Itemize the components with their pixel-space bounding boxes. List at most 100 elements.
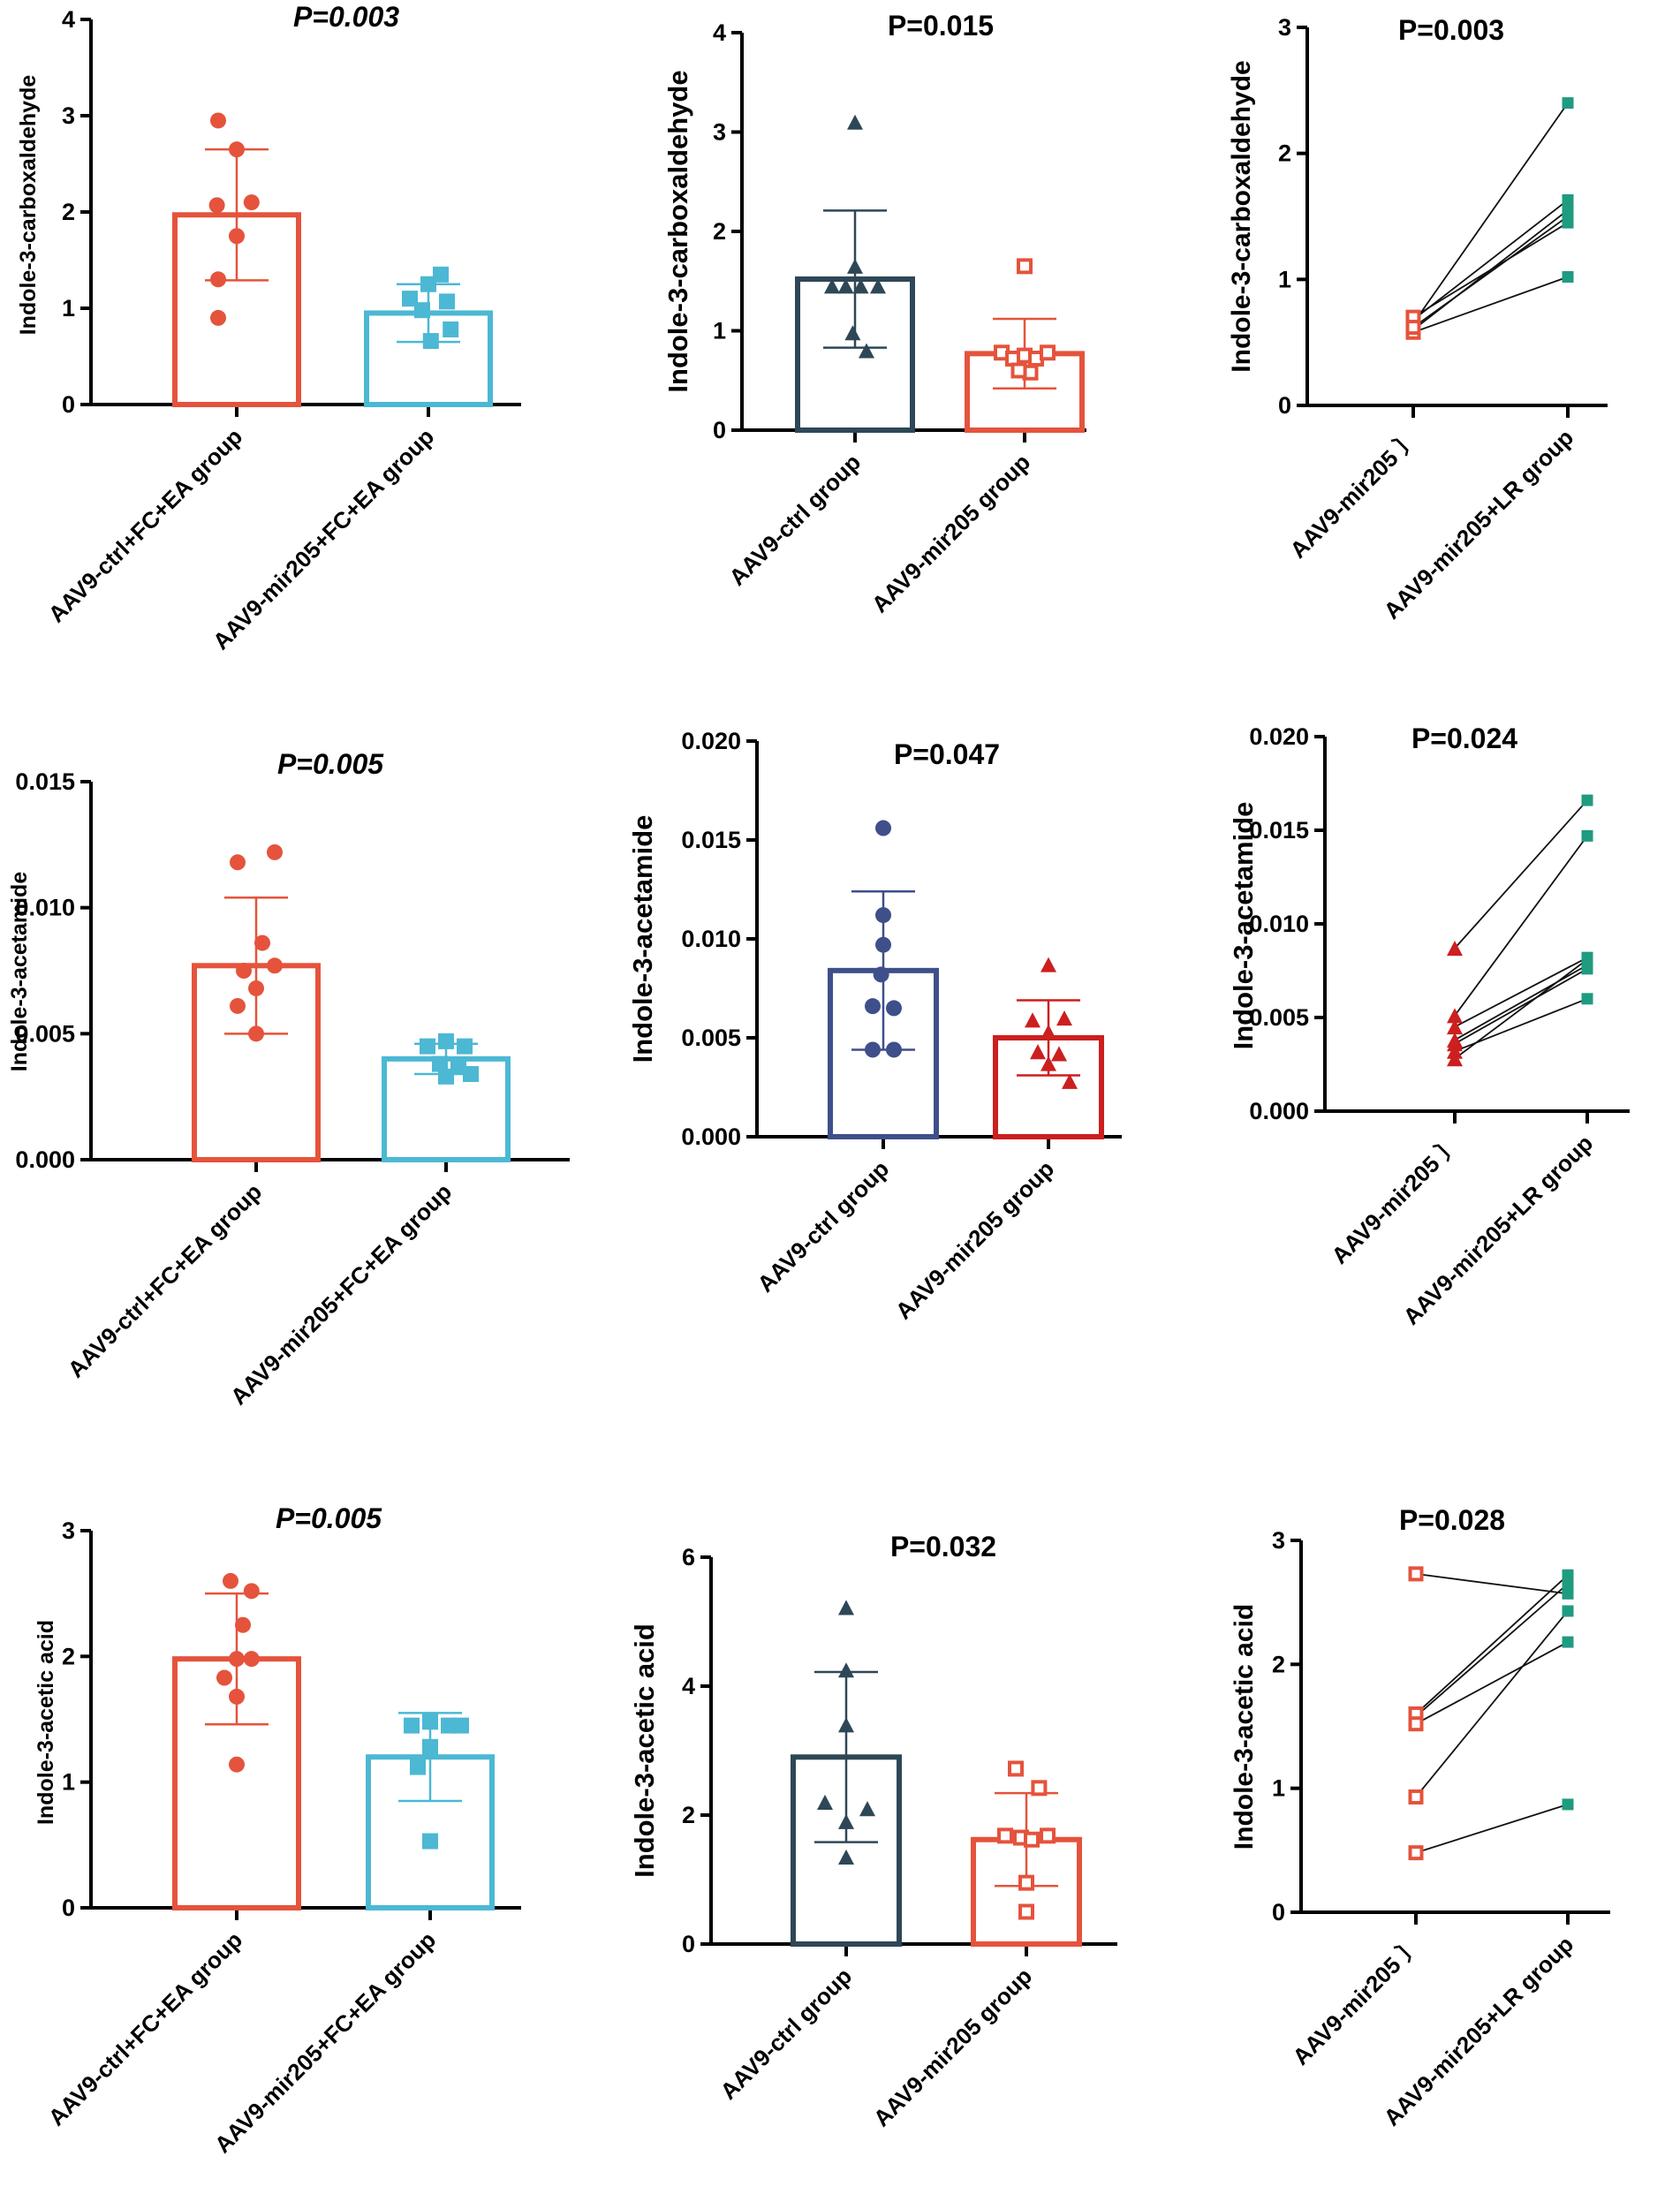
x-tick-label: AAV9-ctrl+FC+EA group <box>43 1926 248 2131</box>
paired-line <box>1412 199 1569 321</box>
y-tick-label: 1 <box>62 295 75 322</box>
paired-line <box>1415 1641 1569 1725</box>
after-point <box>1581 794 1593 806</box>
y-tick-label: 0 <box>1272 1899 1285 1925</box>
after-point <box>1562 1587 1574 1600</box>
data-point <box>216 1669 232 1686</box>
x-tick-label: AAV9-mir205+FC+EA group <box>208 423 439 654</box>
data-point <box>838 1600 854 1615</box>
y-tick-label: 4 <box>713 19 726 46</box>
data-point <box>1041 957 1056 972</box>
after-point <box>1562 1798 1574 1811</box>
y-tick-label: 0.000 <box>681 1123 741 1150</box>
y-tick-label: 2 <box>682 1802 695 1828</box>
y-tick-label: 3 <box>62 1517 75 1544</box>
y-axis-label: Indole-3-carboxaldehyde <box>16 75 41 336</box>
data-point <box>422 1714 438 1730</box>
chart-title: P=0.028 <box>1399 1504 1505 1536</box>
before-point <box>1408 1845 1424 1861</box>
data-point <box>865 998 881 1015</box>
paired-line <box>1454 799 1588 949</box>
y-tick-label: 1 <box>1278 266 1291 292</box>
x-tick-label: AAV9-ctrl+FC+EA group <box>43 423 248 628</box>
data-point <box>441 1717 457 1734</box>
data-point <box>1024 1831 1040 1848</box>
paired-line <box>1415 1583 1569 1717</box>
data-point <box>402 291 418 307</box>
y-tick-label: 6 <box>682 1544 695 1570</box>
after-point <box>1562 1569 1574 1581</box>
paired-line <box>1412 216 1569 329</box>
y-tick-label: 2 <box>1278 140 1291 167</box>
chart-title: P=0.032 <box>890 1531 996 1562</box>
y-axis-label: Indole-3-acetic acid <box>1230 1604 1259 1850</box>
data-point <box>236 963 252 979</box>
y-tick-label: 0.005 <box>1249 1004 1309 1031</box>
data-point <box>410 1759 426 1775</box>
data-point <box>875 820 891 836</box>
data-point <box>1018 1874 1034 1891</box>
data-point <box>1041 1024 1056 1040</box>
data-point <box>208 197 225 214</box>
before-point <box>1405 320 1421 336</box>
paired-line <box>1412 276 1569 334</box>
data-point <box>254 934 270 951</box>
chart-panel-8: P=0.032 0 2 4 6 Indole-3-acetic acid AAV9-ctrl… <box>629 1531 1117 2132</box>
chart-title: P=0.005 <box>276 1502 382 1534</box>
data-point <box>852 278 869 294</box>
after-point <box>1581 963 1593 975</box>
data-point <box>838 1813 854 1829</box>
y-tick-label: 0.010 <box>1249 911 1309 937</box>
data-point <box>838 1662 854 1678</box>
chart-panel-1: P=0.003 0 1 2 3 4 Indole-3-carboxaldehyde AAV9-… <box>16 1 521 654</box>
x-tick-label: AAV9-ctrl+FC+EA group <box>63 1178 268 1383</box>
paired-line <box>1415 1610 1569 1798</box>
x-tick-label: AAV9-mir205 〕 <box>1326 1130 1465 1269</box>
data-point <box>847 258 863 274</box>
data-point <box>1008 1760 1024 1777</box>
after-point <box>1562 210 1574 223</box>
data-point <box>457 1038 473 1055</box>
before-point <box>1408 1566 1424 1582</box>
data-point <box>248 980 264 996</box>
data-point <box>844 325 861 341</box>
data-point <box>997 1827 1013 1844</box>
chart-title: P=0.003 <box>293 1 399 33</box>
y-tick-label: 2 <box>62 1643 75 1669</box>
y-tick-label: 0.020 <box>681 728 741 754</box>
data-point <box>875 907 891 924</box>
after-point <box>1581 829 1593 842</box>
data-point <box>438 1068 454 1085</box>
y-axis-label: Indole-3-carboxaldehyde <box>1227 60 1256 372</box>
chart-panel-3: P=0.003 0 1 2 3 Indole-3-carboxaldehyde AAV9-m… <box>1227 14 1608 624</box>
after-point <box>1562 97 1574 110</box>
data-point <box>420 1038 435 1055</box>
paired-line <box>1454 964 1588 1041</box>
chart-title: P=0.005 <box>277 748 384 780</box>
data-point <box>1010 362 1027 379</box>
data-point <box>229 1651 245 1668</box>
y-tick-label: 0 <box>713 417 726 443</box>
before-point <box>1447 941 1463 957</box>
y-tick-label: 3 <box>1272 1527 1285 1554</box>
data-point <box>817 1794 833 1810</box>
data-point <box>453 1717 469 1734</box>
chart-title: P=0.047 <box>894 738 1000 770</box>
data-point <box>438 1033 454 1049</box>
after-point <box>1562 193 1574 206</box>
data-point <box>248 1025 264 1042</box>
data-point <box>210 271 226 288</box>
data-point <box>1031 1780 1048 1797</box>
data-point <box>1017 258 1033 275</box>
y-tick-label: 0 <box>682 1931 695 1957</box>
data-point <box>414 302 430 319</box>
data-point <box>1030 1044 1046 1060</box>
data-point <box>243 1651 260 1668</box>
y-tick-label: 3 <box>1278 14 1291 41</box>
chart-panel-5: P=0.047 0.000 0.005 0.010 0.015 0.020 Indole-3… <box>627 728 1122 1325</box>
y-tick-label: 1 <box>62 1769 75 1796</box>
y-tick-label: 3 <box>713 119 726 146</box>
y-tick-label: 4 <box>62 6 75 33</box>
y-tick-label: 2 <box>1272 1651 1285 1677</box>
